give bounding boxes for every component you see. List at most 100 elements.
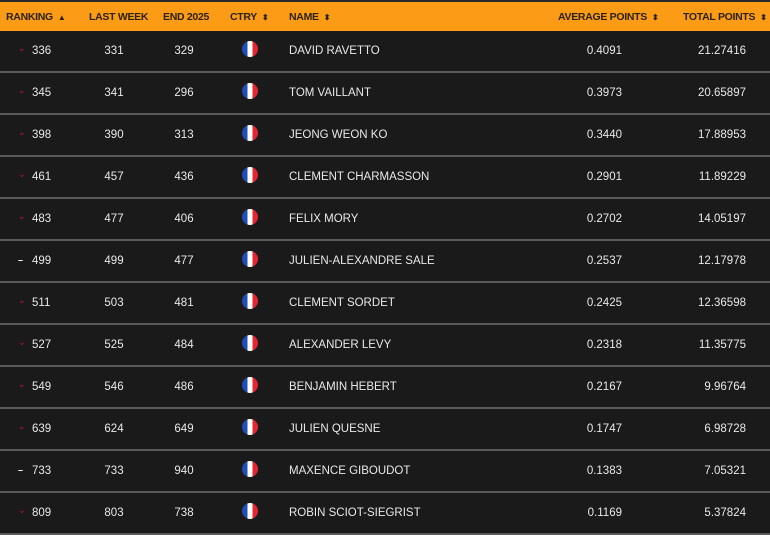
last-week: 457: [104, 171, 124, 183]
column-ranking[interactable]: RANKING ▲: [6, 11, 66, 23]
end-2025: 313: [174, 129, 194, 141]
average-points: 0.3973: [586, 87, 622, 99]
ranking-table-body: ⌄ 336 331 329 DAVID RAVETTO 0.4091 21.27416 ⌄ 34…: [0, 31, 770, 535]
last-week: 499: [104, 255, 124, 267]
end-2025: 481: [174, 297, 194, 309]
france-flag-icon: [242, 251, 258, 267]
column-average-points[interactable]: AVERAGE POINTS ⬍: [558, 11, 659, 23]
last-week: 803: [104, 507, 124, 519]
trend-down-chevron-icon: ⌄: [18, 337, 26, 347]
table-row[interactable]: –499 499 477 JULIEN-ALEXANDRE SALE 0.2537 12.…: [0, 241, 770, 283]
trend-down-chevron-icon: ⌄: [18, 169, 26, 179]
player-name[interactable]: FELIX MORY: [289, 213, 359, 225]
average-points: 0.1383: [586, 465, 622, 477]
column-end-2025: END 2025: [163, 11, 210, 23]
france-flag-icon: [242, 83, 258, 99]
table-row[interactable]: –733 733 940 MAXENCE GIBOUDOT 0.1383 7.05321: [0, 451, 770, 493]
average-points: 0.2537: [586, 255, 622, 267]
average-points: 0.2901: [586, 171, 622, 183]
end-2025: 940: [174, 465, 194, 477]
table-row[interactable]: ⌄ 527 525 484 ALEXANDER LEVY 0.2318 11.35775: [0, 325, 770, 367]
player-name[interactable]: JULIEN-ALEXANDRE SALE: [289, 255, 435, 267]
total-points: 11.35775: [698, 339, 746, 351]
rank: 527: [32, 339, 52, 351]
player-name[interactable]: BENJAMIN HEBERT: [289, 381, 397, 393]
total-points: 21.27416: [698, 45, 746, 57]
last-week: 503: [104, 297, 124, 309]
average-points: 0.3440: [586, 129, 622, 141]
total-points: 5.37824: [704, 507, 746, 519]
rank: 809: [32, 507, 52, 519]
average-points: 0.2702: [586, 213, 622, 225]
sort-icon: ⬍: [651, 13, 659, 22]
end-2025: 484: [174, 339, 194, 351]
end-2025: 406: [174, 213, 194, 225]
table-row[interactable]: ⌄ 483 477 406 FELIX MORY 0.2702 14.05197: [0, 199, 770, 241]
rank: 549: [32, 381, 52, 393]
table-row[interactable]: ⌄ 345 341 296 TOM VAILLANT 0.3973 20.65897: [0, 73, 770, 115]
sort-icon: ⬍: [760, 13, 767, 22]
france-flag-icon: [242, 335, 258, 351]
last-week: 733: [104, 465, 124, 477]
column-total-points[interactable]: TOTAL POINTS ⬍: [683, 11, 767, 23]
sort-icon: ⬍: [262, 13, 269, 22]
player-name[interactable]: DAVID RAVETTO: [289, 45, 380, 57]
player-name[interactable]: ROBIN SCIOT-SIEGRIST: [289, 507, 421, 519]
france-flag-icon: [242, 503, 258, 519]
table-row[interactable]: ⌄ 336 331 329 DAVID RAVETTO 0.4091 21.27416: [0, 31, 770, 73]
average-points: 0.2167: [586, 381, 622, 393]
end-2025: 477: [174, 255, 194, 267]
sort-icon: ⬍: [323, 13, 331, 22]
column-last-week: LAST WEEK: [89, 11, 149, 23]
rank: 511: [32, 297, 51, 309]
rank: 461: [32, 171, 52, 183]
player-name[interactable]: TOM VAILLANT: [289, 87, 372, 99]
total-points: 6.98728: [704, 423, 746, 435]
france-flag-icon: [242, 293, 258, 309]
table-row[interactable]: ⌄ 461 457 436 CLEMENT CHARMASSON 0.2901 11.892…: [0, 157, 770, 199]
total-points: 7.05321: [704, 465, 746, 477]
table-row[interactable]: ⌄ 809 803 738 ROBIN SCIOT-SIEGRIST 0.1169 5.37…: [0, 493, 770, 535]
total-points: 9.96764: [704, 381, 746, 393]
last-week: 477: [104, 213, 124, 225]
sort-asc-icon: ▲: [57, 13, 66, 22]
france-flag-icon: [242, 419, 258, 435]
average-points: 0.1747: [586, 423, 622, 435]
france-flag-icon: [242, 377, 258, 393]
rank: 499: [32, 255, 52, 267]
average-points: 0.4091: [586, 45, 622, 57]
rank: 345: [32, 87, 52, 99]
table-row[interactable]: ⌄ 549 546 486 BENJAMIN HEBERT 0.2167 9.96764: [0, 367, 770, 409]
last-week: 624: [104, 423, 124, 435]
france-flag-icon: [242, 41, 258, 57]
table-row[interactable]: ⌄ 639 624 649 JULIEN QUESNE 0.1747 6.98728: [0, 409, 770, 451]
table-header: RANKING ▲ LAST WEEK END 2025 CTRY ⬍ NAME ⬍ …: [0, 0, 770, 31]
player-name[interactable]: ALEXANDER LEVY: [289, 339, 392, 351]
france-flag-icon: [242, 167, 258, 183]
france-flag-icon: [242, 461, 258, 477]
player-name[interactable]: CLEMENT SORDET: [289, 297, 395, 309]
trend-down-chevron-icon: ⌄: [18, 127, 26, 137]
player-name[interactable]: CLEMENT CHARMASSON: [289, 171, 430, 183]
end-2025: 329: [174, 45, 194, 57]
end-2025: 486: [174, 381, 194, 393]
end-2025: 649: [174, 423, 194, 435]
total-points: 12.17978: [698, 255, 746, 267]
last-week: 341: [104, 87, 124, 99]
end-2025: 738: [174, 507, 194, 519]
column-ctry[interactable]: CTRY ⬍: [230, 11, 269, 23]
end-2025: 296: [174, 87, 194, 99]
total-points: 20.65897: [698, 87, 746, 99]
player-name[interactable]: JEONG WEON KO: [289, 129, 388, 141]
trend-down-chevron-icon: ⌄: [18, 211, 26, 221]
trend-down-chevron-icon: ⌄: [18, 295, 26, 305]
player-name[interactable]: JULIEN QUESNE: [289, 423, 381, 435]
total-points: 11.89229: [698, 171, 746, 183]
table-row[interactable]: ⌄ 398 390 313 JEONG WEON KO 0.3440 17.88953: [0, 115, 770, 157]
last-week: 546: [104, 381, 124, 393]
column-name[interactable]: NAME ⬍: [289, 11, 331, 23]
table-row[interactable]: ⌄ 511 503 481 CLEMENT SORDET 0.2425 12.36598: [0, 283, 770, 325]
player-name[interactable]: MAXENCE GIBOUDOT: [289, 465, 411, 477]
total-points: 17.88953: [698, 129, 746, 141]
trend-down-chevron-icon: ⌄: [18, 85, 26, 95]
